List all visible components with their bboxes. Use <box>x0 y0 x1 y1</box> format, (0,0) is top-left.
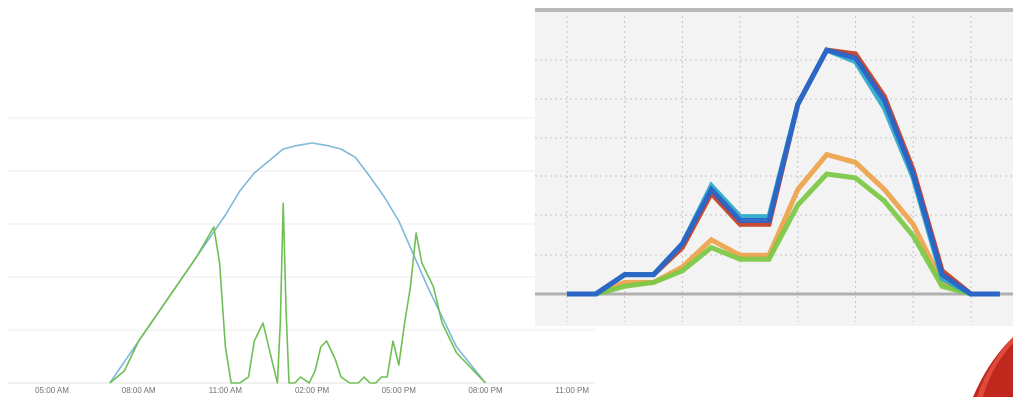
left-x-tick-label: 08:00 PM <box>468 386 503 395</box>
left-chart-x-axis: 05:00 AM 08:00 AM 11:00 AM 02:00 PM 05:00 PM… <box>35 386 589 395</box>
comparison-chart-panel <box>535 8 1013 326</box>
left-x-tick-label: 08:00 AM <box>122 386 156 395</box>
left-chart-series <box>109 142 487 384</box>
solar-production-chart: 05:00 AM 08:00 AM 11:00 AM 02:00 PM 05:00 PM… <box>8 117 595 395</box>
right-series-line-4 <box>567 171 1000 297</box>
left-x-tick-label: 11:00 AM <box>209 386 243 395</box>
left-chart-grid <box>8 117 595 384</box>
left-x-tick-label: 05:00 AM <box>35 386 69 395</box>
left-series-line-1 <box>109 202 487 384</box>
corner-logo-shape <box>973 337 1013 397</box>
left-x-tick-label: 05:00 PM <box>382 386 417 395</box>
right-chart-grid <box>535 16 1013 322</box>
right-series-line-2 <box>567 47 1000 297</box>
right-chart-series <box>567 46 1000 297</box>
left-x-tick-label: 02:00 PM <box>295 386 330 395</box>
comparison-chart <box>535 16 1013 322</box>
left-x-tick-label: 11:00 PM <box>555 386 589 395</box>
left-series-line-0 <box>109 142 487 384</box>
